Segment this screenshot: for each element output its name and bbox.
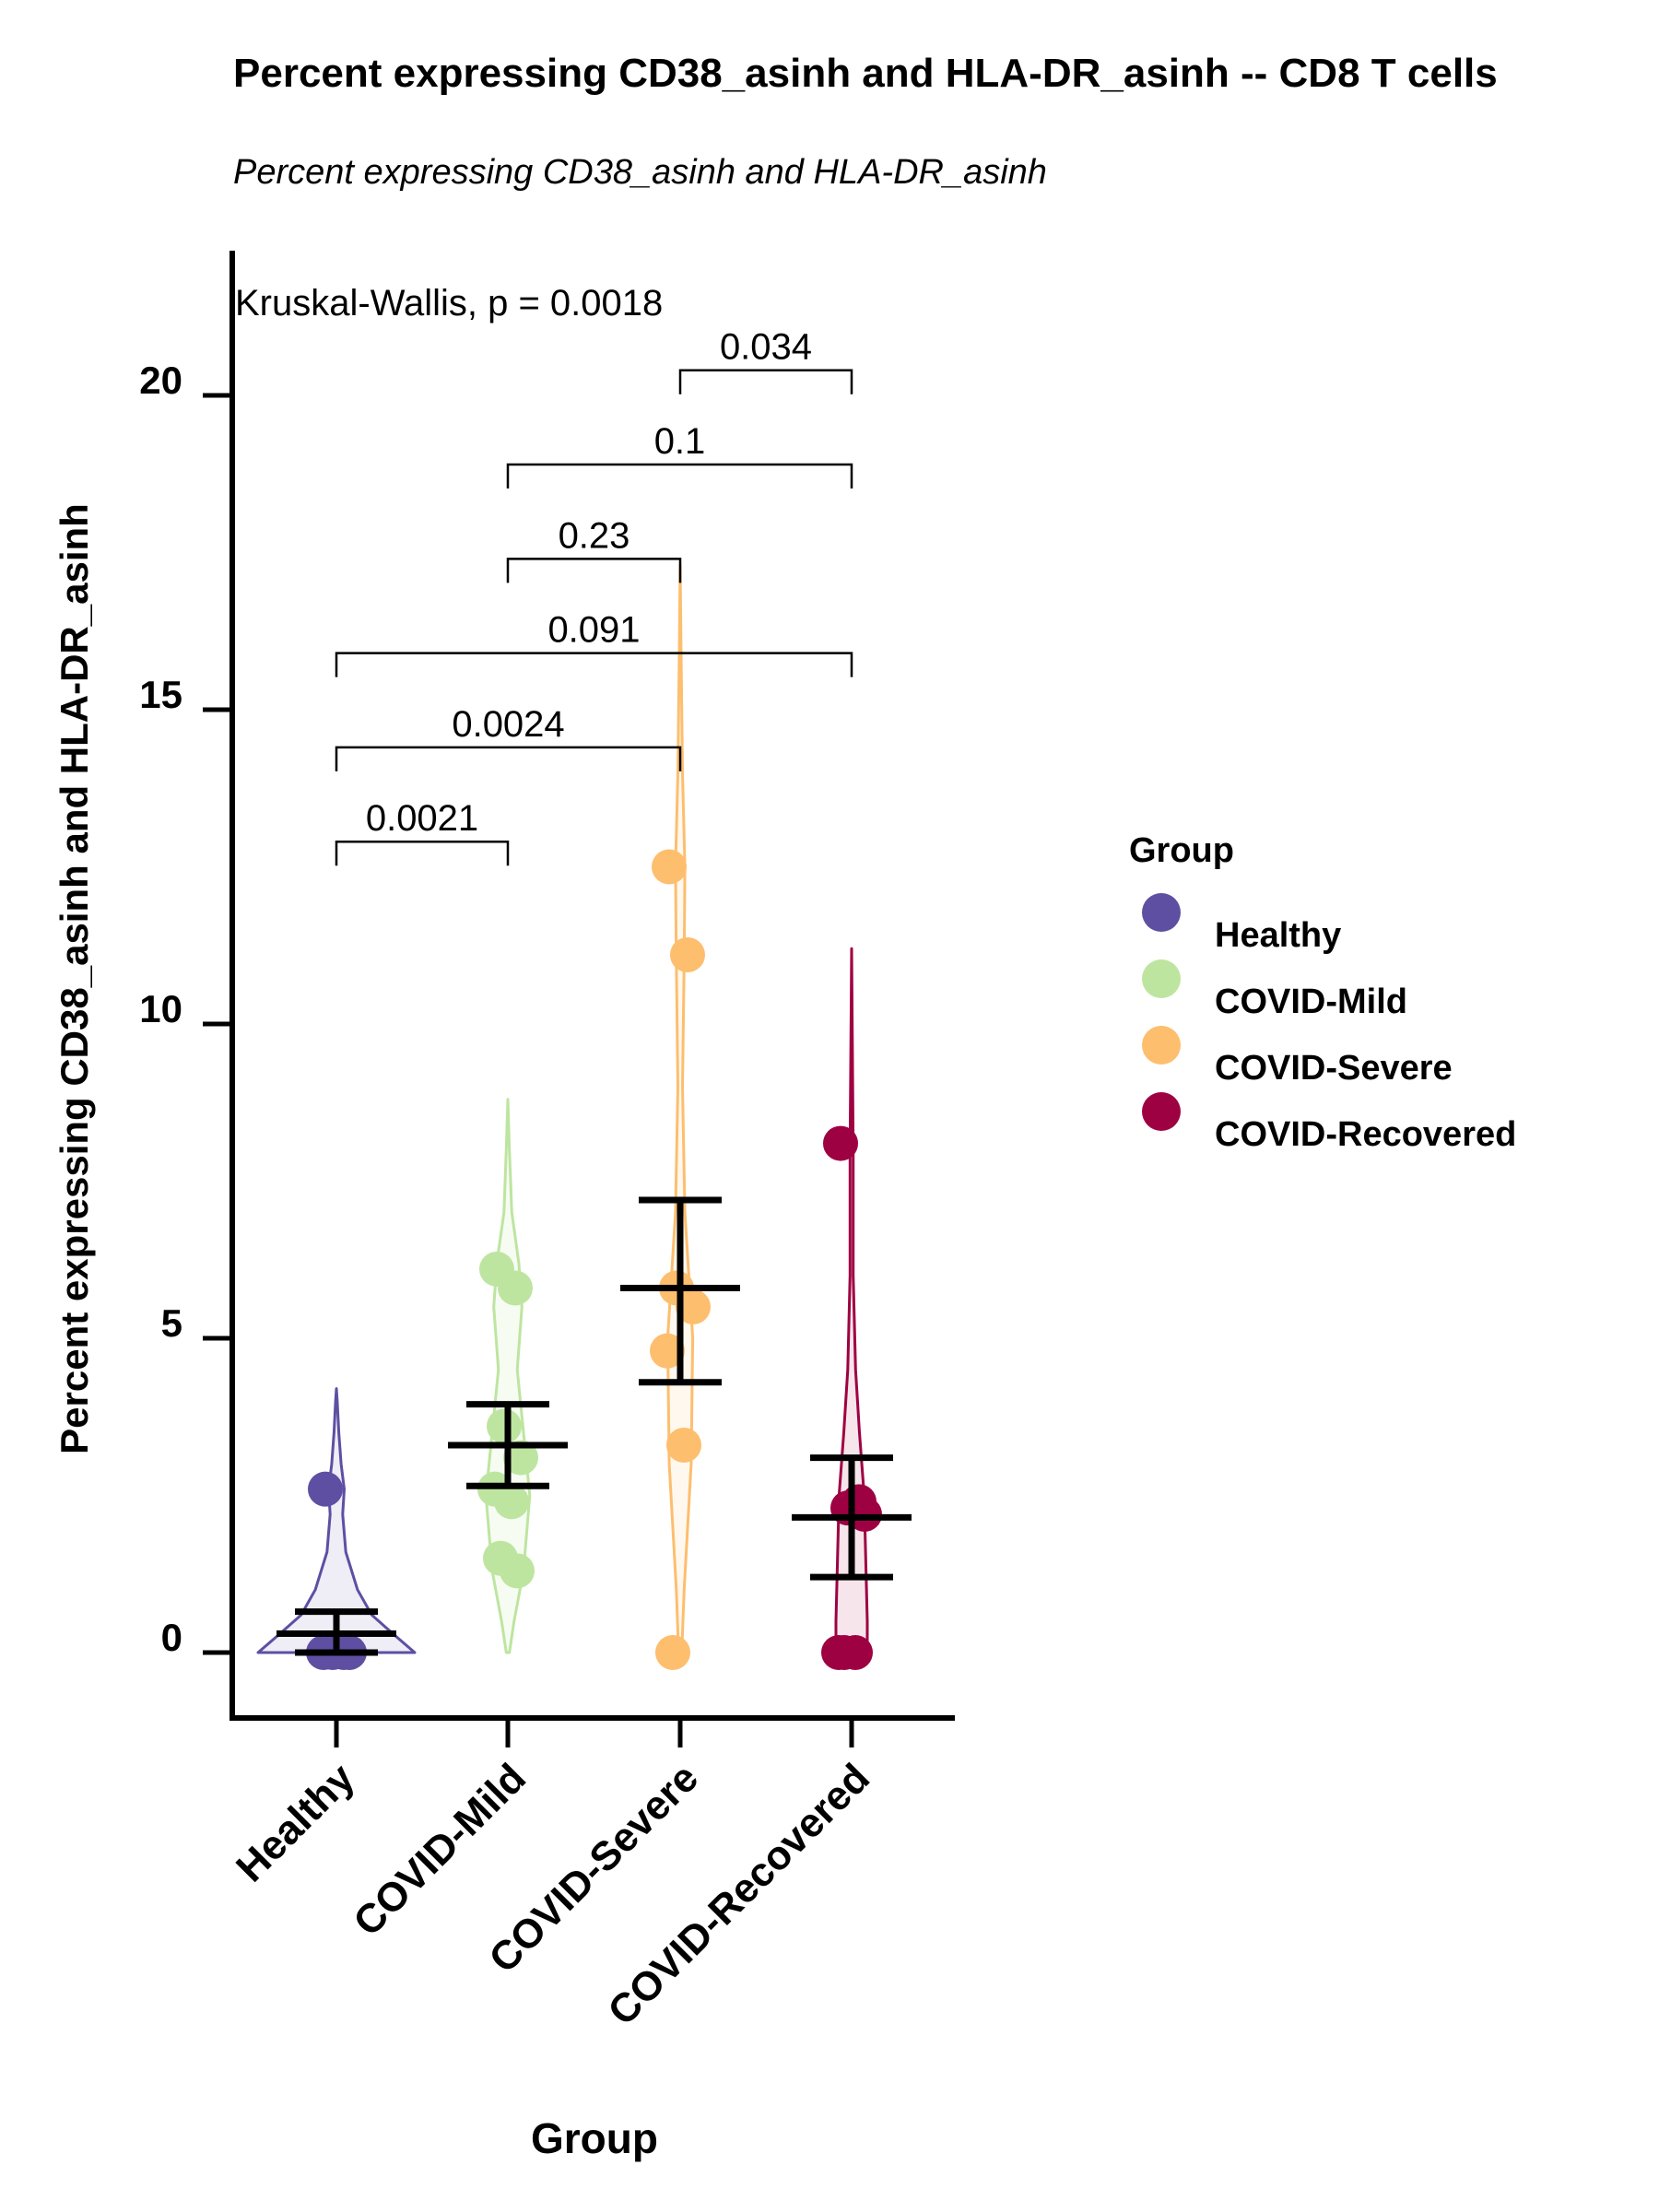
y-axis: 0 5 10 15 20 (139, 251, 235, 1718)
legend-title: Group (1129, 831, 1234, 870)
violin-2 (665, 563, 695, 1654)
data-point (308, 1471, 343, 1507)
data-point (823, 1125, 858, 1161)
x-axis-label: Group (531, 2114, 658, 2162)
legend-swatch (1142, 959, 1181, 998)
y-tick-label: 20 (139, 359, 182, 402)
data-point (655, 1635, 690, 1670)
legend-swatch (1142, 893, 1181, 932)
comparison-p-value: 0.091 (547, 610, 640, 651)
y-tick-label: 0 (161, 1616, 182, 1659)
comparison-p-value: 0.1 (654, 421, 706, 462)
chart-subtitle: Percent expressing CD38_asinh and HLA-DR… (233, 153, 1047, 192)
data-point (676, 1288, 711, 1324)
comparison-bracket (678, 369, 853, 394)
legend-swatch (1142, 1026, 1181, 1065)
y-tick-label: 5 (161, 1301, 182, 1345)
data-point (500, 1553, 535, 1589)
comparison-brackets: 0.0021 0.0024 0.091 0.23 0.1 0.034 (335, 327, 853, 866)
x-tick-label: Healthy (228, 1755, 363, 1890)
comparison-p-value: 0.034 (720, 327, 812, 368)
comparison-bracket (335, 652, 853, 677)
data-point (666, 1427, 701, 1463)
legend-label: Healthy (1215, 916, 1341, 955)
data-point (650, 1333, 685, 1369)
legend-swatch (1142, 1092, 1181, 1131)
data-point (827, 1635, 862, 1670)
kruskal-wallis-label: Kruskal-Wallis, p = 0.0018 (235, 283, 663, 324)
comparison-p-value: 0.0021 (366, 798, 478, 839)
comparison-p-value: 0.0024 (452, 704, 564, 745)
comparison-bracket (506, 463, 853, 489)
data-point (670, 936, 705, 972)
data-point (503, 1440, 538, 1476)
violin-0 (256, 1387, 417, 1654)
comparison-bracket (335, 746, 682, 771)
legend-label: COVID-Severe (1215, 1049, 1453, 1088)
x-tick-label: COVID-Mild (345, 1755, 535, 1945)
data-point (498, 1270, 533, 1306)
y-tick-label: 15 (139, 673, 182, 716)
chart-title: Percent expressing CD38_asinh and HLA-DR… (233, 51, 1498, 96)
legend-label: COVID-Mild (1215, 982, 1407, 1021)
legend: Group Healthy COVID-Mild COVID-Severe COVID… (1129, 831, 1516, 1154)
comparison-bracket (335, 840, 510, 866)
data-point (487, 1408, 522, 1444)
comparison-bracket (506, 558, 682, 583)
data-point (494, 1484, 529, 1520)
y-tick-label: 10 (139, 987, 182, 1030)
y-axis-label: Percent expressing CD38_asinh and HLA-DR… (53, 503, 96, 1454)
data-point (652, 849, 687, 885)
plot-area (256, 563, 912, 1670)
legend-label: COVID-Recovered (1215, 1115, 1516, 1154)
comparison-p-value: 0.23 (559, 515, 630, 556)
x-axis: HealthyCOVID-MildCOVID-SevereCOVID-Recov… (228, 1715, 955, 2034)
